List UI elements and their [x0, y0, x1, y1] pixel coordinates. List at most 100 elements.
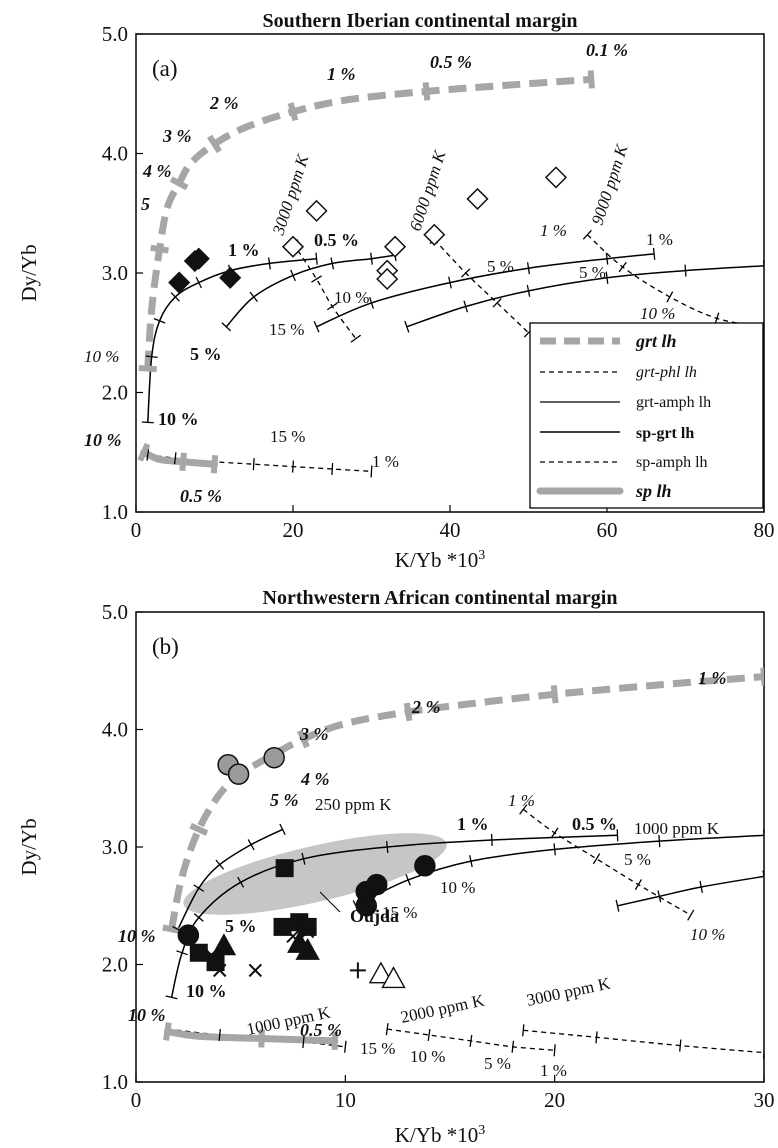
increment-tick — [762, 870, 764, 881]
increment-tick — [652, 247, 656, 260]
data-point-cross — [213, 963, 227, 978]
annotation-b-6: 1 % — [457, 814, 489, 834]
panel-a-legend: grt lh grt-phl lh grt-amph lh sp-grt lh … — [529, 322, 764, 509]
panel-b-xlabel-main: K/Yb *10 — [395, 1123, 478, 1147]
annotation-a-23: 15 % — [269, 320, 304, 339]
annotation-b-25: 1 % — [540, 1061, 567, 1080]
series-line — [163, 1028, 339, 1045]
annotation-b-1: 2 % — [411, 697, 441, 717]
data-point-diamond — [305, 199, 328, 222]
increment-tick — [550, 684, 559, 704]
annotation-a-14: 3000 ppm K — [268, 151, 313, 238]
data-point-diamond — [423, 223, 446, 246]
increment-tick — [287, 102, 299, 122]
annotation-a-1: 0.5 % — [430, 52, 472, 72]
panel-b-ylabel: Dy/Yb — [17, 818, 41, 875]
data-point-cross — [286, 929, 300, 944]
annotation-a-21: 10 % — [334, 288, 369, 307]
panel-b: Northwestern African continental margin … — [17, 587, 775, 1147]
data-point-circle — [414, 855, 436, 877]
annotation-a-15: 6000 ppm K — [406, 147, 450, 233]
data-point-diamond — [168, 271, 191, 294]
annotation-a-8: 0.5 % — [314, 230, 359, 250]
increment-tick — [658, 835, 661, 848]
increment-tick — [193, 913, 204, 922]
increment-tick — [763, 829, 764, 842]
panel-b-xlabel: K/Yb *103 — [395, 1123, 485, 1147]
data-point-circle — [365, 873, 388, 896]
panel-b-xlabel-sup: 3 — [478, 1123, 485, 1138]
y-tick-label: 1.0 — [102, 500, 128, 524]
increment-tick — [684, 264, 687, 277]
legend-label-grt-phl-lh: grt-phl lh — [636, 364, 697, 381]
annotation-a-18: 1 % — [646, 230, 673, 249]
y-tick-label: 1.0 — [102, 1070, 128, 1094]
data-point-diamond — [376, 267, 399, 291]
increment-tick — [592, 853, 601, 865]
increment-tick — [469, 855, 473, 868]
x-tick-label: 0 — [131, 518, 142, 542]
annotation-b-22: 15 % — [360, 1039, 395, 1058]
series-line — [523, 1029, 764, 1054]
series-line — [433, 239, 529, 334]
annotation-b-21: 0.5 % — [300, 1020, 342, 1040]
increment-tick — [605, 271, 609, 284]
data-point-diamond — [219, 266, 242, 289]
increment-tick — [492, 298, 502, 308]
series-line — [292, 242, 357, 340]
increment-tick — [463, 300, 469, 313]
data-point-triangle — [381, 966, 406, 989]
annotation-b-15: 10 % — [118, 926, 156, 946]
increment-tick — [313, 321, 320, 333]
increment-tick — [385, 840, 389, 854]
increment-tick — [422, 82, 431, 101]
annotation-a-0: 0.1 % — [586, 40, 628, 60]
increment-tick — [291, 460, 295, 473]
increment-tick — [762, 259, 764, 272]
annotation-a-24: 15 % — [270, 427, 305, 446]
annotation-b-10: 5 % — [624, 850, 651, 869]
increment-tick — [582, 229, 592, 240]
increment-tick — [403, 702, 413, 722]
increment-tick — [448, 276, 452, 289]
data-point-circle — [263, 746, 285, 769]
increment-tick — [170, 292, 180, 302]
annotation-a-5: 4 % — [142, 161, 172, 181]
increment-tick — [279, 823, 286, 836]
panel-a-y-ticks: 1.0 2.0 3.0 4.0 5.0 — [102, 22, 143, 524]
increment-tick — [237, 876, 245, 888]
annotation-b-19: 3000 ppm K — [525, 974, 613, 1010]
annotation-b-0: 1 % — [698, 668, 727, 688]
increment-tick — [370, 252, 373, 265]
oujda-leader — [319, 891, 341, 913]
legend-label-sp-grt-lh: sp-grt lh — [636, 425, 694, 442]
annotation-a-20: 5 % — [579, 263, 606, 282]
increment-tick — [385, 1023, 389, 1036]
increment-tick — [331, 1031, 339, 1050]
annotation-b-3: 4 % — [300, 769, 330, 789]
panel-a-points — [168, 166, 568, 294]
y-tick-label: 4.0 — [102, 718, 128, 742]
increment-tick — [195, 276, 202, 289]
data-point-triangle — [368, 961, 394, 984]
increment-tick — [615, 899, 620, 912]
increment-tick — [218, 1028, 221, 1042]
panel-a-xlabel: K/Yb *103 — [395, 548, 485, 572]
increment-tick — [605, 252, 609, 265]
increment-tick — [163, 1022, 172, 1041]
data-point-cross — [248, 963, 263, 978]
y-tick-label: 5.0 — [102, 22, 128, 46]
y-tick-label: 2.0 — [102, 381, 128, 405]
annotation-a-13: 0.5 % — [180, 486, 222, 506]
legend-box — [529, 322, 764, 509]
panel-a: Southern Iberian continental margin (a) … — [17, 10, 775, 572]
series-line — [144, 75, 592, 369]
increment-tick — [138, 365, 157, 373]
x-tick-label: 40 — [440, 518, 461, 542]
annotation-a-4: 3 % — [162, 126, 192, 146]
panel-a-label: (a) — [152, 56, 178, 81]
increment-tick — [207, 134, 222, 154]
data-point-cross — [204, 948, 219, 962]
increment-tick — [252, 458, 255, 471]
annotation-a-19: 5 % — [487, 257, 514, 276]
